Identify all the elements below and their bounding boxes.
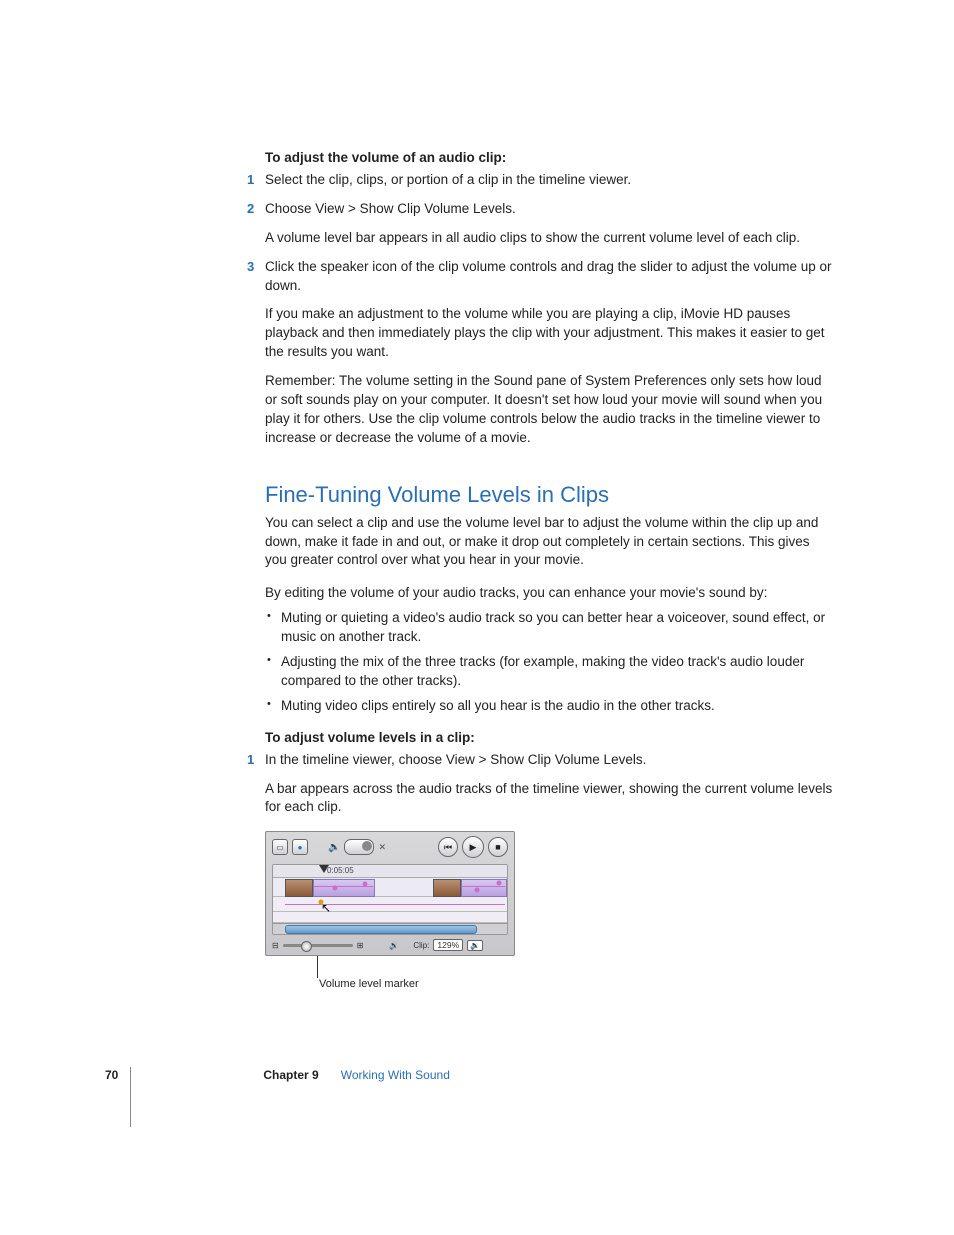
clip-view-icon[interactable]: ▭ (272, 839, 288, 855)
audio-track-1[interactable]: ↖ (273, 897, 507, 912)
volume-node[interactable] (497, 881, 502, 886)
list-item: Muting or quieting a video's audio track… (265, 609, 834, 647)
video-clip[interactable] (285, 879, 313, 897)
procedure-heading: To adjust the volume of an audio clip: (265, 150, 834, 165)
callout-line (317, 956, 318, 978)
step-item: 3 Click the speaker icon of the clip vol… (265, 258, 834, 448)
chapter-title: Working With Sound (341, 1068, 450, 1082)
step-number: 1 (247, 751, 254, 769)
bullet-list: Muting or quieting a video's audio track… (265, 609, 834, 715)
step-number: 1 (247, 171, 254, 189)
timeline-screenshot: ▭ ● 🔈 ✕ ⏮ ▶ ■ 0:05:05 (265, 831, 515, 990)
page-footer: 70 Chapter 9 Working With Sound (105, 1045, 450, 1105)
numbered-steps: 1 Select the clip, clips, or portion of … (265, 171, 834, 448)
speaker-small-icon[interactable]: 🔉 (467, 940, 483, 951)
step-text: Choose View > Show Clip Volume Levels. (265, 201, 516, 216)
zoom-in-icon[interactable]: ⊞ (357, 941, 364, 950)
volume-node[interactable] (333, 886, 338, 891)
step-item: 1 In the timeline viewer, choose View > … (265, 751, 834, 818)
volume-line[interactable] (461, 886, 505, 887)
body-paragraph: You can select a clip and use the volume… (265, 514, 834, 571)
step-item: 1 Select the clip, clips, or portion of … (265, 171, 834, 190)
step-note: Remember: The volume setting in the Soun… (265, 372, 834, 448)
section-heading: Fine-Tuning Volume Levels in Clips (265, 482, 834, 508)
body-paragraph: By editing the volume of your audio trac… (265, 584, 834, 603)
zoom-slider[interactable] (283, 944, 353, 947)
step-number: 2 (247, 200, 254, 218)
rewind-icon[interactable]: ⏮ (438, 837, 458, 857)
footer-divider (130, 1067, 131, 1127)
zoom-out-icon[interactable]: ⊟ (272, 941, 279, 950)
step-number: 3 (247, 258, 254, 276)
volume-node[interactable] (363, 882, 368, 887)
timeline-panel: ▭ ● 🔈 ✕ ⏮ ▶ ■ 0:05:05 (265, 831, 515, 956)
time-ruler[interactable]: 0:05:05 (273, 865, 507, 878)
speaker-icon[interactable]: 🔊 (389, 941, 399, 950)
step-result: A bar appears across the audio tracks of… (265, 780, 834, 818)
volume-node[interactable] (475, 888, 480, 893)
list-item: Muting video clips entirely so all you h… (265, 697, 834, 716)
timeline-view-icon[interactable]: ● (292, 839, 308, 855)
page-body: To adjust the volume of an audio clip: 1… (0, 0, 954, 990)
step-text: In the timeline viewer, choose View > Sh… (265, 752, 646, 767)
step-result: If you make an adjustment to the volume … (265, 305, 834, 362)
video-track[interactable] (273, 878, 507, 897)
step-text: Select the clip, clips, or portion of a … (265, 172, 631, 187)
timeline-bottom-bar: ⊟ ⊞ 🔊 Clip: 129% 🔉 (272, 935, 508, 951)
page-number: 70 (105, 1068, 118, 1082)
volume-icon: 🔈 (328, 842, 340, 853)
callout-label: Volume level marker (319, 978, 515, 990)
numbered-steps: 1 In the timeline viewer, choose View > … (265, 751, 834, 818)
close-x-icon[interactable]: ✕ (378, 842, 386, 853)
procedure-heading: To adjust volume levels in a clip: (265, 730, 834, 745)
timeline-toolbar: ▭ ● 🔈 ✕ ⏮ ▶ ■ (272, 836, 508, 864)
step-result: A volume level bar appears in all audio … (265, 229, 834, 248)
step-item: 2 Choose View > Show Clip Volume Levels.… (265, 200, 834, 248)
scrollbar[interactable] (273, 923, 507, 934)
list-item: Adjusting the mix of the three tracks (f… (265, 653, 834, 691)
audio-track-2[interactable] (273, 912, 507, 923)
volume-line[interactable] (285, 904, 505, 905)
stop-icon[interactable]: ■ (488, 837, 508, 857)
timecode: 0:05:05 (327, 866, 354, 875)
clip-volume-value[interactable]: 129% (433, 939, 463, 951)
play-icon[interactable]: ▶ (462, 836, 484, 858)
step-text: Click the speaker icon of the clip volum… (265, 259, 832, 293)
scroll-thumb[interactable] (285, 925, 477, 934)
chapter-label: Chapter 9 (263, 1068, 318, 1082)
video-clip[interactable] (433, 879, 461, 897)
tracks-area: 0:05:05 ↖ (272, 864, 508, 935)
mute-toggle[interactable] (344, 839, 374, 855)
clip-volume-label: Clip: (413, 941, 429, 950)
